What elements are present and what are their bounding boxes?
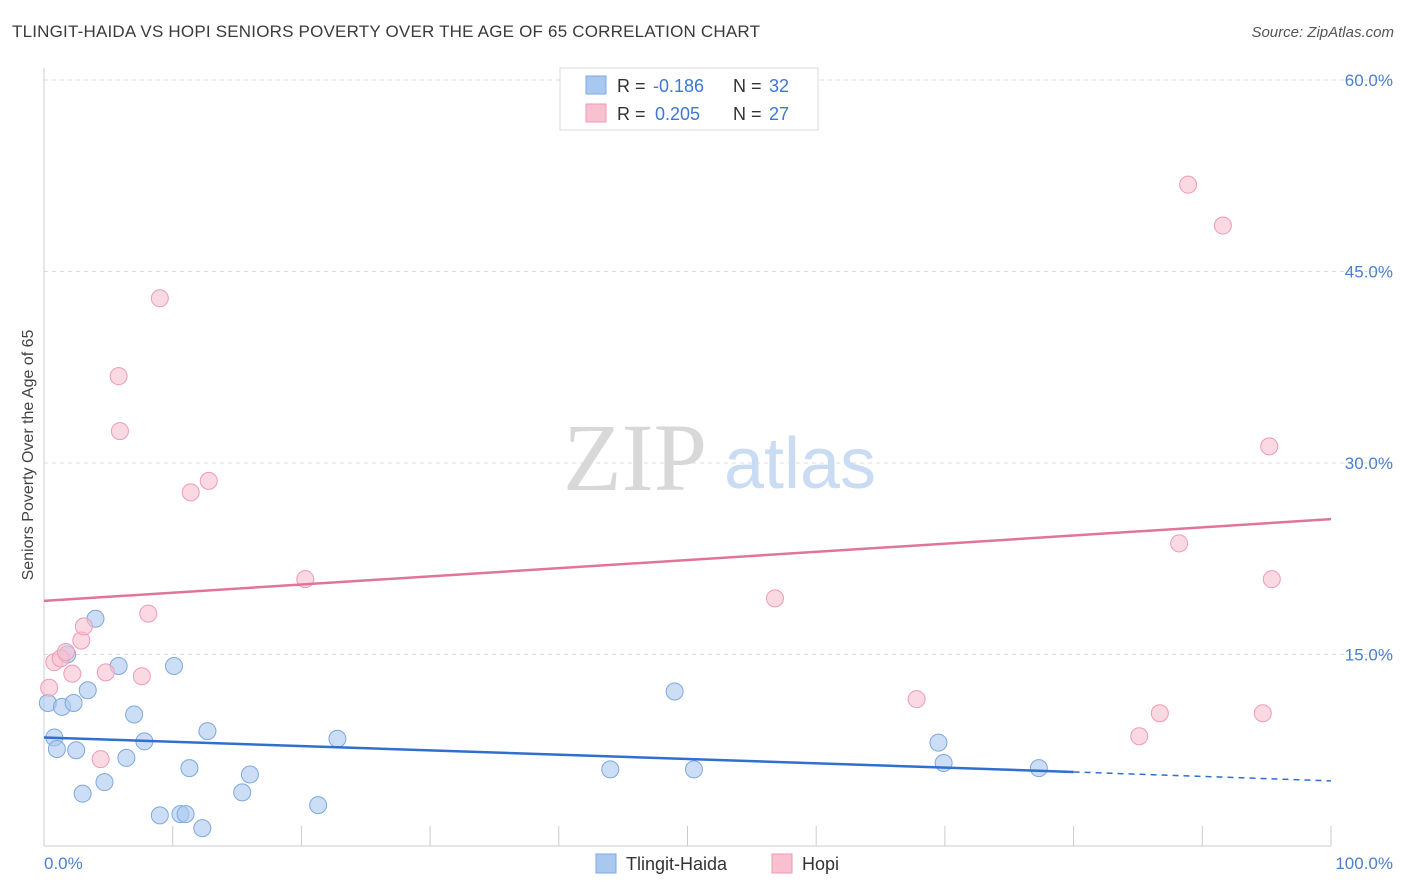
point-0-27 (665, 682, 684, 701)
y-tick-label-2: 45.0% (1345, 263, 1393, 282)
x-tick-label-0: 0.0% (44, 854, 83, 873)
point-0-26 (601, 760, 620, 779)
point-0-16 (164, 656, 183, 675)
trend-line-0 (43, 736, 1074, 774)
point-1-11 (132, 667, 151, 686)
point-0-5 (64, 694, 83, 713)
point-1-8 (96, 663, 115, 682)
point-1-23 (1213, 216, 1232, 235)
legend-r-label-1: R = (617, 76, 646, 96)
point-1-15 (199, 471, 218, 490)
point-0-22 (233, 783, 252, 802)
point-0-25 (328, 729, 347, 748)
point-1-4 (63, 664, 82, 683)
point-0-6 (67, 741, 86, 760)
point-1-18 (907, 690, 926, 709)
point-1-17 (766, 589, 785, 608)
point-1-7 (91, 750, 110, 769)
point-0-8 (78, 681, 97, 700)
point-0-7 (73, 784, 92, 803)
point-0-2 (47, 739, 66, 758)
point-0-13 (125, 705, 144, 724)
legend-n-value-1: 32 (769, 76, 789, 96)
bottom-legend-label-hopi: Hopi (802, 854, 839, 874)
point-1-12 (139, 604, 158, 623)
legend-swatch-tlingit-haida (585, 75, 607, 95)
point-0-15 (150, 806, 169, 825)
point-0-12 (117, 748, 136, 767)
axes (43, 68, 1332, 847)
point-0-23 (240, 765, 259, 784)
watermark: ZIP atlas (563, 404, 876, 511)
point-0-18 (176, 805, 195, 824)
data-points (38, 175, 1281, 838)
bottom-legend-label-tlingit-haida: Tlingit-Haida (626, 854, 728, 874)
bottom-legend: Tlingit-Haida Hopi (595, 853, 839, 874)
point-1-9 (109, 367, 128, 386)
point-0-24 (309, 796, 328, 815)
bottom-legend-swatch-tlingit-haida (595, 853, 617, 874)
point-0-31 (1029, 759, 1048, 778)
point-1-3 (56, 642, 75, 661)
point-0-20 (193, 819, 212, 838)
legend-box: R = -0.186 N = 32 R = 0.205 N = 27 (559, 67, 819, 131)
bottom-legend-swatch-hopi (771, 853, 793, 874)
point-0-10 (95, 773, 114, 792)
point-1-21 (1170, 534, 1189, 553)
trend-line-dashed-0 (1073, 771, 1332, 782)
x-tick-label-1: 100.0% (1335, 854, 1393, 873)
legend-n-value-2: 27 (769, 104, 789, 124)
point-1-6 (74, 617, 93, 636)
watermark-atlas: atlas (724, 424, 876, 504)
point-1-0 (40, 678, 59, 697)
y-tick-label-0: 15.0% (1345, 646, 1393, 665)
point-0-19 (180, 759, 199, 778)
chart-title: TLINGIT-HAIDA VS HOPI SENIORS POVERTY OV… (12, 22, 761, 41)
legend-r-value-2: 0.205 (655, 104, 700, 124)
watermark-zip: ZIP (563, 404, 707, 511)
y-tick-label-1: 30.0% (1345, 454, 1393, 473)
legend-r-label-2: R = (617, 104, 646, 124)
legend-n-label-2: N = (733, 104, 762, 124)
tick-labels: 15.0% 30.0% 45.0% 60.0% 0.0% 100.0% (44, 71, 1393, 873)
point-1-19 (1130, 727, 1149, 746)
trend-lines (43, 517, 1332, 782)
y-axis-title: Seniors Poverty Over the Age of 65 (20, 330, 37, 581)
point-1-22 (1179, 175, 1198, 194)
point-0-29 (929, 733, 948, 752)
point-1-10 (110, 422, 129, 441)
legend-n-label-1: N = (733, 76, 762, 96)
point-0-28 (684, 760, 703, 779)
point-1-14 (181, 483, 200, 502)
source-label: Source: ZipAtlas.com (1251, 24, 1394, 41)
y-tick-label-3: 60.0% (1345, 71, 1393, 90)
legend-swatch-hopi (585, 103, 607, 123)
legend-r-value-1: -0.186 (653, 76, 704, 96)
point-1-26 (1262, 570, 1281, 589)
grid-lines (44, 79, 1393, 655)
point-1-24 (1253, 704, 1272, 723)
point-1-20 (1150, 704, 1169, 723)
point-1-13 (150, 289, 169, 308)
trend-line-1 (43, 517, 1332, 603)
point-1-25 (1260, 437, 1279, 456)
point-0-21 (198, 722, 217, 741)
